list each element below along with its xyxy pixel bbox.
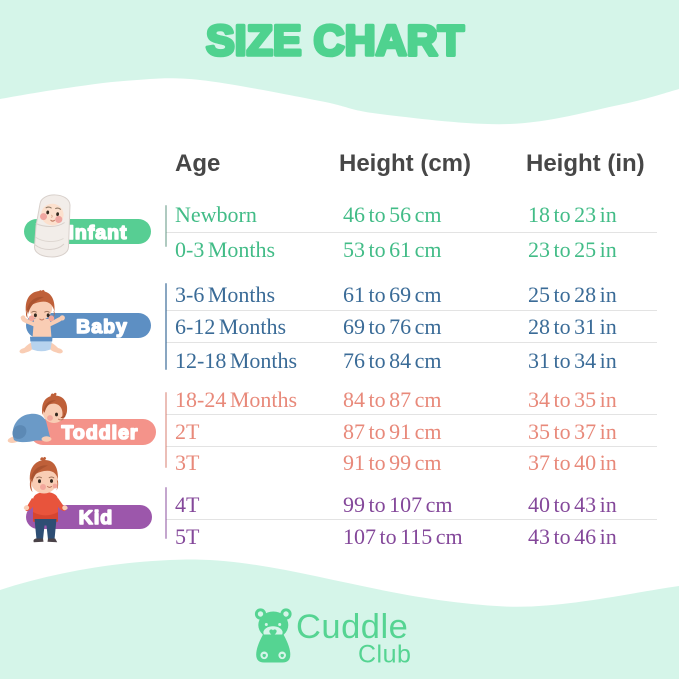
svg-text:Infant: Infant [68,222,127,244]
svg-text:Toddler: Toddler [61,422,138,444]
svg-text:SIZE CHART: SIZE CHART [206,17,464,65]
svg-text:Kid: Kid [79,507,113,529]
svg-text:Baby: Baby [76,316,128,338]
svg-text:Cuddle: Cuddle [296,608,408,646]
svg-text:Club: Club [358,641,411,669]
